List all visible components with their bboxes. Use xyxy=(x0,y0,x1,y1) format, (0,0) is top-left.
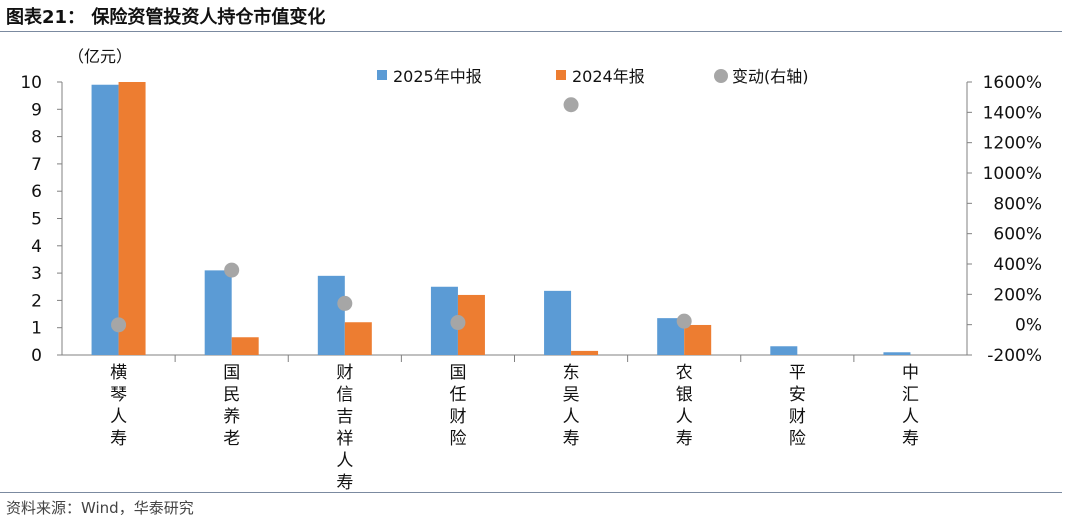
bar-2025 xyxy=(544,290,572,355)
bar-2024 xyxy=(118,82,146,355)
title-bar: 图表21： 保险资管投资人持仓市值变化 xyxy=(0,0,1080,32)
y-left-tick-label: 5 xyxy=(31,210,42,230)
y-right-tick-label: 1200% xyxy=(983,134,1042,154)
bar-2024 xyxy=(344,322,372,355)
source-divider xyxy=(0,492,1062,493)
change-point xyxy=(676,313,692,329)
y-left-tick-label: 1 xyxy=(31,319,42,339)
legend-2025-swatch xyxy=(377,70,387,80)
change-point xyxy=(111,317,127,333)
change-point xyxy=(337,295,353,311)
legend-2024-swatch xyxy=(556,70,566,80)
y-right-tick-label: 600% xyxy=(993,225,1042,245)
y-left-tick-label: 3 xyxy=(31,264,42,284)
x-category-label: 国任财险 xyxy=(449,363,466,449)
legend-change-swatch xyxy=(714,69,728,83)
y-left-tick-label: 6 xyxy=(31,182,42,202)
x-category-label: 中汇人寿 xyxy=(902,363,919,449)
legend-2025-label: 2025年中报 xyxy=(393,67,482,86)
bar-2025 xyxy=(770,346,798,355)
y-right-tick-label: 200% xyxy=(993,285,1042,305)
y-right-tick-label: 0% xyxy=(1015,316,1042,336)
y-left-tick-label: 7 xyxy=(31,155,42,175)
legend-change-label: 变动(右轴) xyxy=(732,67,809,86)
y-left-tick-label: 10 xyxy=(20,73,42,93)
y-right-tick-label: 1600% xyxy=(983,73,1042,93)
bar-2024 xyxy=(231,337,259,355)
change-point xyxy=(224,262,240,278)
bar-2025 xyxy=(204,270,232,355)
y-right-tick-label: 1400% xyxy=(983,103,1042,123)
x-category-label: 横琴人寿 xyxy=(110,363,127,449)
y-right-tick-label: 400% xyxy=(993,255,1042,275)
change-point xyxy=(450,315,466,331)
bar-2024 xyxy=(684,324,712,355)
bar-2025 xyxy=(91,84,119,355)
bar-2025 xyxy=(317,275,345,355)
y-left-tick-label: 2 xyxy=(31,291,42,311)
y-right-tick-label: 1000% xyxy=(983,164,1042,184)
y-left-unit-label: （亿元） xyxy=(68,47,132,66)
legend-2024-label: 2024年报 xyxy=(572,67,645,86)
y-right-tick-label: -200% xyxy=(987,346,1042,366)
x-category-label: 平安财险 xyxy=(789,363,806,449)
x-category-label: 农银人寿 xyxy=(676,363,693,449)
x-category-label: 东吴人寿 xyxy=(563,363,580,449)
y-left-tick-label: 9 xyxy=(31,100,42,120)
chart-title: 图表21： 保险资管投资人持仓市值变化 xyxy=(6,7,326,28)
change-point xyxy=(563,97,579,113)
source-note: 资料来源：Wind，华泰研究 xyxy=(6,499,194,517)
y-left-tick-label: 4 xyxy=(31,237,42,257)
bar-2025 xyxy=(883,352,911,355)
x-category-label: 国民养老 xyxy=(223,363,240,449)
y-left-tick-label: 0 xyxy=(31,346,42,366)
y-left-tick-label: 8 xyxy=(31,128,42,148)
title-divider xyxy=(0,31,1062,32)
y-right-tick-label: 800% xyxy=(993,194,1042,214)
x-category-label: 财信吉祥人寿 xyxy=(336,363,353,493)
bar-2024 xyxy=(571,350,599,355)
